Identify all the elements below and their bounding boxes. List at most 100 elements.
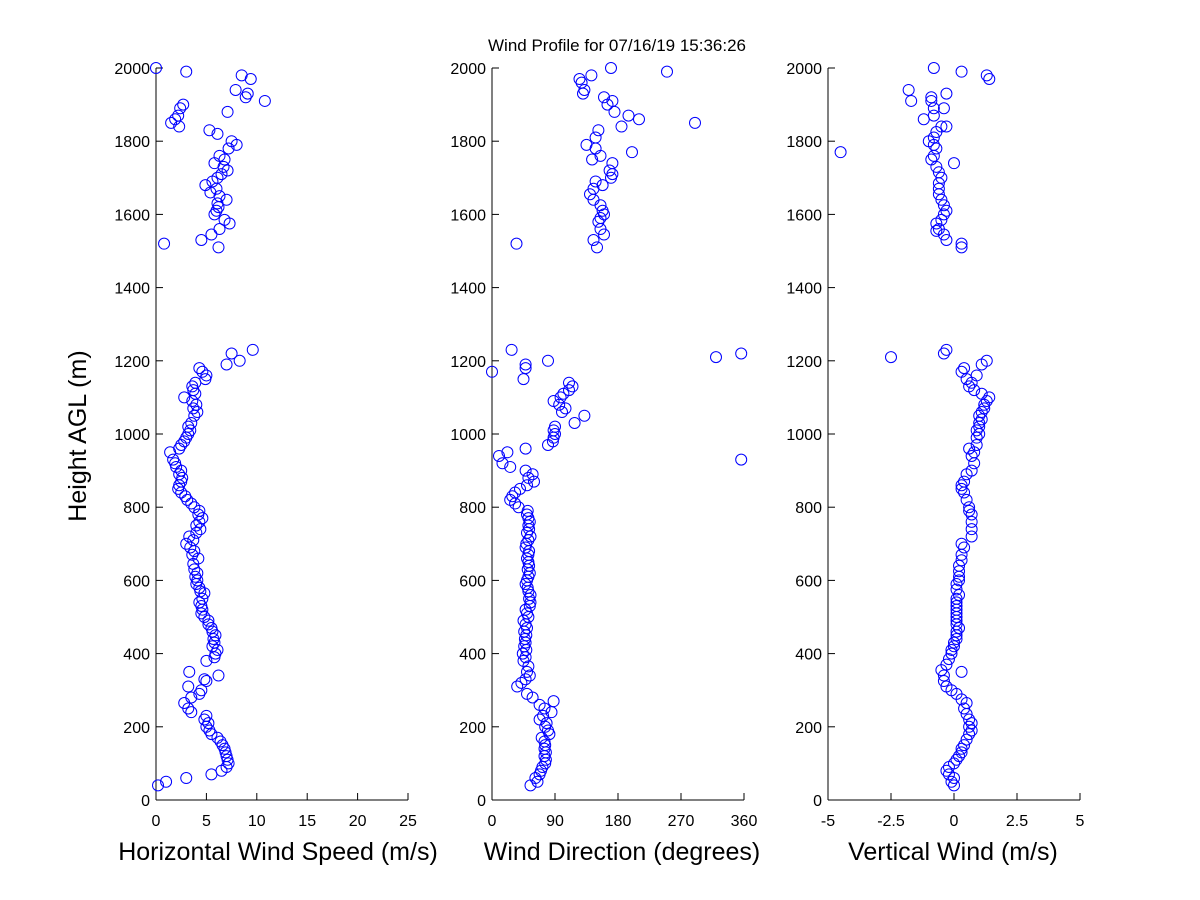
data-point: [512, 501, 525, 514]
data-point: [176, 471, 189, 484]
data-point: [174, 102, 187, 115]
data-point: [948, 640, 960, 653]
data-point: [193, 362, 206, 375]
data-point: [212, 669, 225, 682]
data-point: [192, 552, 205, 565]
data-point: [950, 592, 963, 605]
x-tick-label: 2.5: [1006, 813, 1028, 830]
x-tick-label: 15: [298, 813, 316, 830]
y-tick-label: 2000: [786, 61, 822, 78]
data-point: [973, 417, 986, 430]
data-point: [963, 504, 976, 517]
data-point: [212, 241, 225, 254]
y-tick-label: 800: [123, 500, 150, 517]
data-point: [563, 384, 575, 397]
data-point: [225, 347, 238, 360]
data-point: [963, 728, 976, 741]
y-tick-label: 600: [459, 573, 486, 590]
y-tick-label: 1400: [786, 281, 822, 298]
x-tick-label: 5: [202, 813, 211, 830]
data-point: [955, 482, 968, 495]
data-point: [554, 391, 567, 404]
data-point: [940, 120, 953, 133]
data-point: [955, 241, 968, 254]
data-point: [975, 413, 988, 426]
data-point: [963, 380, 976, 393]
data-point: [955, 365, 968, 378]
data-point: [521, 665, 533, 678]
data-point: [185, 706, 198, 719]
panel-vertical-wind: 0 200 400 600 800 1000 1200 1400 1600 1800 2000 -5 -…: [786, 61, 1084, 866]
data-point: [885, 351, 897, 364]
data-point: [940, 234, 953, 247]
data-point: [547, 395, 560, 408]
data-point: [196, 592, 209, 605]
data-point: [221, 105, 234, 118]
data-point: [568, 417, 581, 430]
data-point: [983, 391, 996, 404]
data-point: [501, 446, 514, 459]
data-point: [586, 153, 599, 166]
data-point: [965, 449, 978, 462]
data-point: [559, 402, 572, 415]
data-point: [205, 621, 218, 634]
data-point: [935, 171, 948, 184]
data-point: [183, 530, 196, 543]
data-point: [188, 563, 201, 576]
data-point: [196, 512, 209, 525]
data-point: [955, 746, 968, 759]
data-point: [539, 739, 552, 752]
data-point: [547, 695, 560, 708]
data-point: [953, 621, 966, 634]
data-point: [591, 241, 603, 254]
data-point: [955, 665, 968, 678]
data-point: [533, 713, 546, 726]
data-point: [953, 559, 966, 572]
data-point: [573, 72, 586, 85]
data-point: [932, 223, 945, 236]
data-point: [950, 632, 963, 645]
data-point: [514, 482, 526, 495]
data-point: [834, 146, 847, 159]
data-point: [202, 614, 215, 627]
data-point: [963, 713, 976, 726]
data-point: [930, 142, 943, 155]
data-point: [596, 204, 609, 217]
y-tick-label: 1000: [450, 427, 486, 444]
data-point: [522, 471, 535, 484]
data-point: [200, 369, 213, 382]
data-point: [606, 94, 619, 107]
data-point: [222, 142, 235, 155]
data-point: [213, 149, 226, 162]
y-tick-label: 600: [123, 573, 150, 590]
data-point: [202, 717, 215, 730]
y-tick-label: 1400: [114, 281, 150, 298]
data-point: [594, 212, 607, 225]
data-point: [191, 406, 204, 419]
data-point: [940, 658, 953, 671]
data-point: [955, 237, 968, 250]
y-tick-label: 400: [123, 647, 150, 664]
data-point: [955, 479, 968, 492]
data-point: [937, 199, 950, 212]
data-point: [940, 343, 953, 356]
data-point: [519, 358, 532, 371]
y-tick-label: 1000: [114, 427, 150, 444]
data-point: [958, 739, 971, 752]
data-point: [958, 475, 971, 488]
y-tick-label: 1800: [786, 134, 822, 151]
data-point: [626, 146, 638, 159]
data-point: [592, 124, 605, 137]
data-point: [965, 717, 978, 730]
data-point: [229, 83, 242, 96]
data-point: [615, 120, 628, 133]
data-point: [182, 680, 195, 693]
data-point: [596, 179, 609, 192]
data-point: [519, 362, 532, 375]
data-point: [970, 369, 983, 382]
data-point: [970, 424, 983, 437]
data-point: [948, 636, 960, 649]
data-point: [585, 69, 598, 82]
data-point: [203, 124, 216, 137]
data-point: [735, 453, 748, 466]
